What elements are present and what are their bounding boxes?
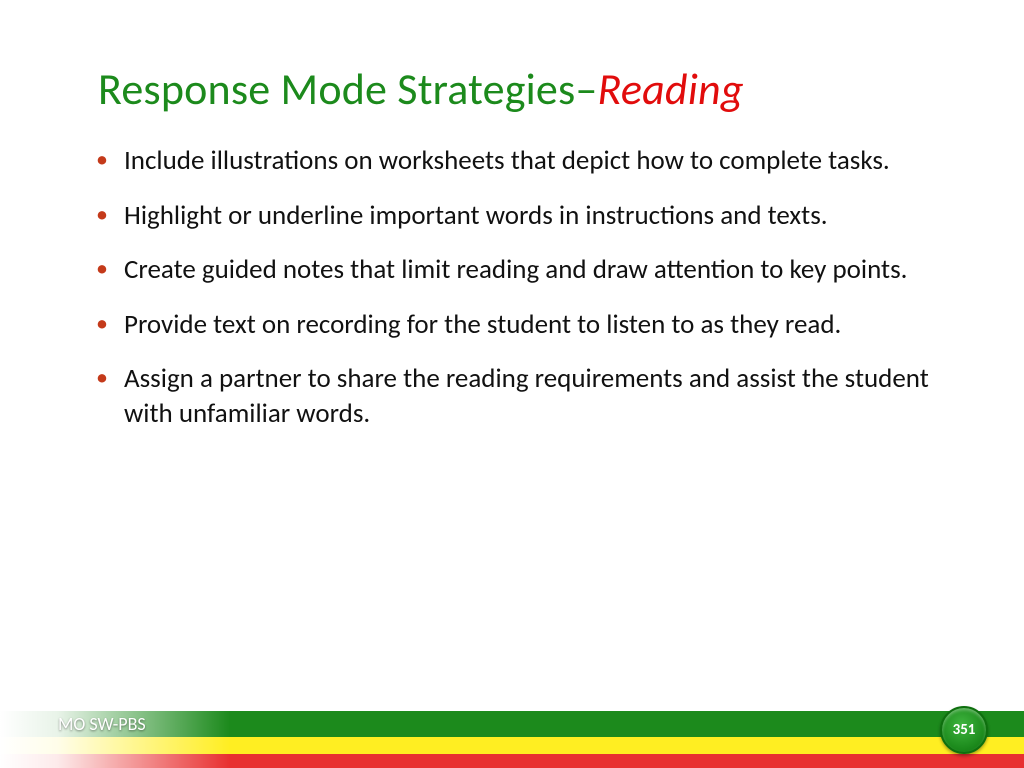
- footer-bar-yellow: [0, 737, 1024, 754]
- list-item: Create guided notes that limit reading a…: [92, 253, 946, 288]
- title-dash: –: [575, 62, 597, 116]
- list-item: Provide text on recording for the studen…: [92, 308, 946, 343]
- page-number-badge: 351: [940, 706, 988, 754]
- list-item: Assign a partner to share the reading re…: [92, 362, 946, 431]
- footer-label: MO SW-PBS: [58, 713, 146, 735]
- list-item: Highlight or underline important words i…: [92, 199, 946, 234]
- bullet-list: Include illustrations on worksheets that…: [92, 144, 946, 431]
- title-sub: Reading: [598, 62, 744, 116]
- page-number: 351: [953, 721, 976, 739]
- title-main: Response Mode Strategies: [98, 62, 575, 116]
- footer-bar-red: [0, 754, 1024, 768]
- footer-bar-green: [0, 711, 1024, 737]
- footer: MO SW-PBS 351: [0, 704, 1024, 768]
- slide-title: Response Mode Strategies–Reading: [98, 62, 956, 116]
- list-item: Include illustrations on worksheets that…: [92, 144, 946, 179]
- slide: Response Mode Strategies–Reading Include…: [0, 0, 1024, 768]
